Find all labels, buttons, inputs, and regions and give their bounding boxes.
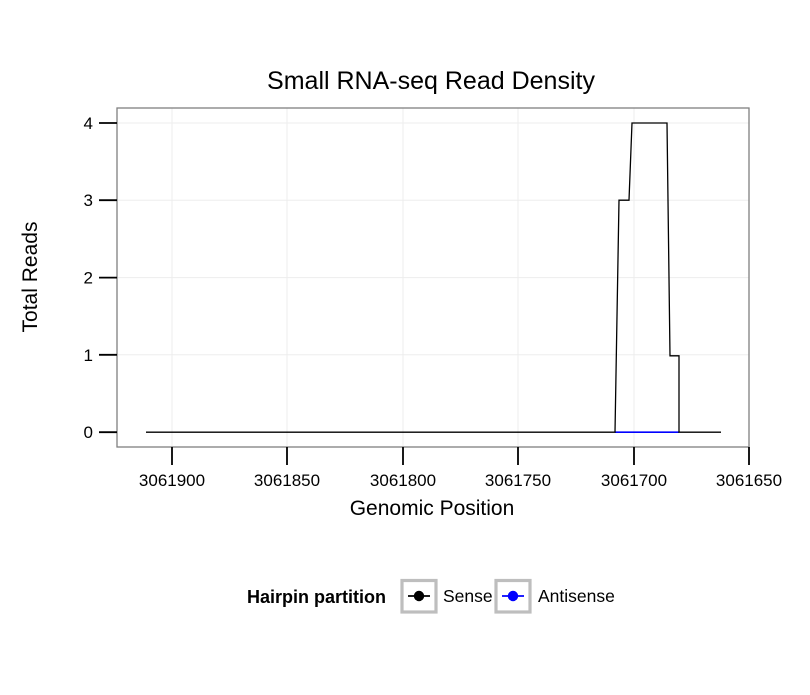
svg-text:3061700: 3061700 (601, 471, 667, 490)
svg-text:Antisense: Antisense (538, 586, 615, 606)
svg-text:Small RNA-seq Read Density: Small RNA-seq Read Density (267, 67, 595, 95)
svg-text:0: 0 (84, 423, 93, 442)
svg-text:3061750: 3061750 (485, 471, 551, 490)
svg-text:4: 4 (84, 114, 93, 133)
svg-text:3061850: 3061850 (254, 471, 320, 490)
svg-text:3061650: 3061650 (716, 471, 782, 490)
svg-text:Hairpin partition: Hairpin partition (247, 587, 386, 607)
svg-text:1: 1 (84, 346, 93, 365)
svg-text:2: 2 (84, 269, 93, 288)
svg-text:3: 3 (84, 191, 93, 210)
svg-text:Total Reads: Total Reads (19, 222, 42, 333)
svg-text:3061900: 3061900 (139, 471, 205, 490)
svg-text:Sense: Sense (443, 586, 493, 606)
svg-text:3061800: 3061800 (370, 471, 436, 490)
svg-text:Genomic Position: Genomic Position (350, 497, 515, 520)
